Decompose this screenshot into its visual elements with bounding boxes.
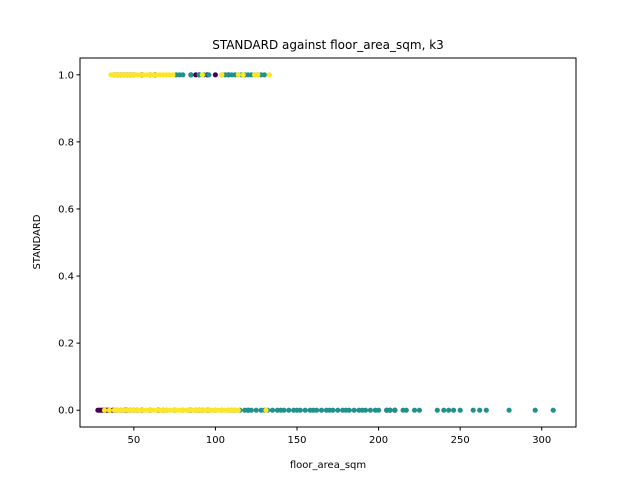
scatter-point-series-2 — [180, 72, 186, 78]
scatter-point-series-2 — [446, 407, 452, 413]
scatter-point-series-2 — [302, 407, 308, 413]
scatter-point-series-3 — [235, 407, 241, 413]
scatter-point-series-2 — [261, 72, 267, 78]
data-points — [95, 72, 556, 413]
y-tick-label: 0.2 — [58, 339, 74, 350]
scatter-point-series-2 — [346, 407, 352, 413]
scatter-point-series-3 — [255, 72, 261, 78]
x-axis-label: floor_area_sqm — [290, 460, 366, 471]
y-tick-label: 0.0 — [58, 406, 74, 417]
scatter-point-series-3 — [240, 72, 246, 78]
scatter-point-series-2 — [457, 407, 463, 413]
scatter-point-series-2 — [286, 407, 292, 413]
scatter-point-series-2 — [477, 407, 483, 413]
y-tick-label: 0.4 — [58, 272, 74, 283]
scatter-point-series-3 — [101, 407, 108, 413]
scatter-point-series-2 — [416, 407, 422, 413]
scatter-point-series-2 — [318, 407, 325, 413]
scatter-point-series-2 — [367, 407, 373, 413]
scatter-point-series-2 — [248, 407, 254, 413]
x-tick-label: 100 — [206, 435, 225, 446]
plot-frame — [79, 57, 577, 428]
scatter-point-series-2 — [362, 407, 369, 413]
scatter-point-series-2 — [506, 407, 512, 413]
scatter-point-series-2 — [351, 407, 357, 413]
scatter-point-series-2 — [387, 407, 393, 413]
scatter-point-series-2 — [470, 407, 476, 413]
scatter-point-series-1 — [212, 72, 218, 78]
y-axis-label: STANDARD — [32, 214, 43, 269]
scatter-point-series-2 — [269, 407, 276, 413]
scatter-point-series-2 — [335, 407, 341, 413]
scatter-point-series-2 — [188, 72, 194, 78]
scatter-point-series-2 — [411, 407, 418, 413]
scatter-point-series-2 — [330, 407, 336, 413]
scatter-point-series-2 — [281, 407, 287, 413]
scatter-point-series-3 — [170, 72, 176, 78]
scatter-point-series-2 — [451, 407, 457, 413]
y-axis: 0.0 0.2 0.4 0.6 0.8 1.0 — [58, 70, 80, 417]
scatter-point-series-2 — [483, 407, 489, 413]
scatter-point-series-2 — [376, 407, 382, 413]
scatter-point-series-3 — [199, 72, 205, 78]
scatter-point-series-2 — [297, 407, 303, 413]
scatter-point-series-2 — [550, 407, 556, 413]
scatter-point-series-3 — [263, 407, 269, 413]
x-tick-label: 50 — [127, 435, 140, 446]
scatter-point-series-2 — [532, 407, 538, 413]
x-tick-label: 250 — [451, 435, 470, 446]
scatter-point-series-2 — [253, 407, 259, 413]
chart-title: STANDARD against floor_area_sqm, k3 — [212, 38, 444, 52]
scatter-point-series-3 — [219, 72, 225, 78]
scatter-point-series-3 — [106, 407, 112, 413]
y-tick-label: 0.8 — [58, 137, 74, 148]
x-tick-label: 150 — [287, 435, 306, 446]
scatter-point-series-2 — [403, 407, 409, 413]
x-tick-label: 300 — [532, 435, 551, 446]
scatter-point-series-3 — [266, 72, 272, 78]
scatter-point-series-2 — [434, 407, 440, 413]
y-tick-label: 1.0 — [58, 70, 74, 81]
x-axis: 50 100 150 200 250 300 — [127, 427, 551, 446]
scatter-point-series-2 — [314, 407, 320, 413]
scatter-point-series-3 — [235, 72, 241, 78]
y-tick-label: 0.6 — [58, 204, 74, 215]
scatter-point-series-2 — [206, 72, 212, 78]
scatter-point-series-2 — [441, 407, 447, 413]
x-tick-label: 200 — [369, 435, 388, 446]
scatter-point-series-2 — [392, 407, 398, 413]
